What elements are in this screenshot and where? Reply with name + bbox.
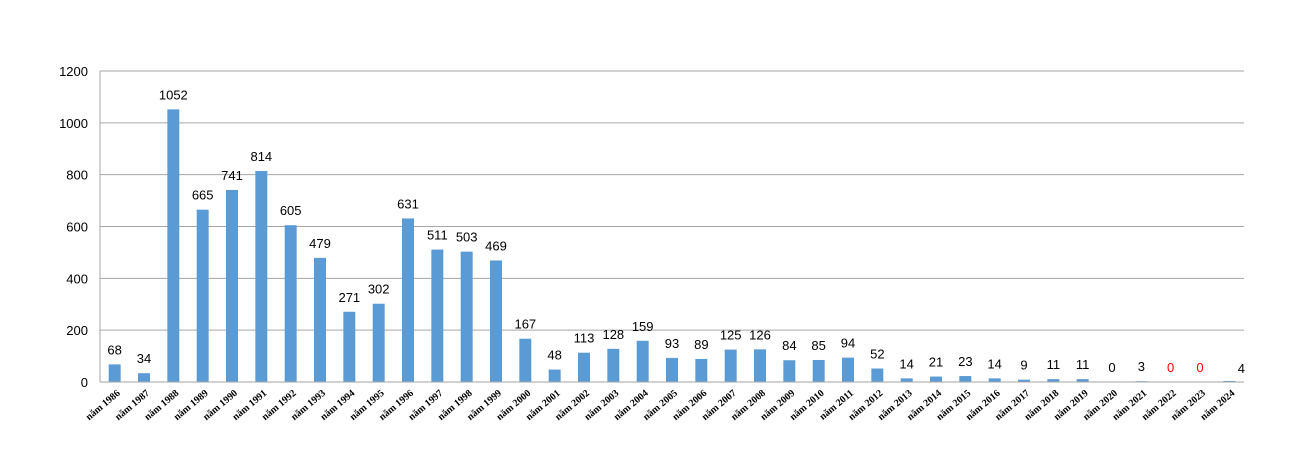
bar bbox=[959, 376, 972, 382]
bar bbox=[636, 340, 649, 382]
bar bbox=[226, 189, 238, 382]
bar bbox=[812, 359, 825, 382]
bar bbox=[842, 357, 854, 382]
bar bbox=[1223, 380, 1236, 382]
data-label: 503 bbox=[456, 230, 478, 245]
data-label: 511 bbox=[427, 228, 448, 243]
data-label: 0 bbox=[1108, 360, 1115, 375]
data-label: 52 bbox=[870, 347, 884, 362]
bar bbox=[754, 349, 766, 382]
bar bbox=[578, 352, 590, 382]
bar bbox=[930, 376, 942, 382]
bar bbox=[871, 368, 884, 382]
bar bbox=[196, 209, 209, 382]
bar bbox=[607, 348, 620, 382]
data-label: 126 bbox=[749, 327, 771, 342]
bar bbox=[343, 311, 356, 382]
data-label: 11 bbox=[1076, 357, 1090, 372]
bar bbox=[519, 338, 532, 382]
data-label: 741 bbox=[221, 168, 243, 183]
data-label: 89 bbox=[694, 337, 708, 352]
data-label: 125 bbox=[720, 328, 742, 343]
bar bbox=[1047, 379, 1060, 382]
bar bbox=[431, 249, 444, 382]
data-label: 9 bbox=[1020, 358, 1027, 373]
data-label: 167 bbox=[514, 317, 536, 332]
y-tick-label: 600 bbox=[66, 220, 88, 235]
data-label: 68 bbox=[107, 342, 121, 357]
bar bbox=[666, 357, 678, 382]
data-label: 128 bbox=[602, 327, 624, 342]
data-label: 34 bbox=[137, 351, 151, 366]
data-label: 479 bbox=[309, 236, 331, 251]
bar bbox=[402, 218, 414, 382]
bar bbox=[490, 260, 502, 382]
y-tick-label: 1000 bbox=[59, 116, 88, 131]
data-label: 3 bbox=[1138, 359, 1145, 374]
data-label: 84 bbox=[782, 338, 796, 353]
data-label: 93 bbox=[665, 336, 679, 351]
data-label: 48 bbox=[547, 348, 561, 363]
bar bbox=[108, 364, 121, 382]
data-label: 0 bbox=[1196, 360, 1203, 375]
data-label: 14 bbox=[899, 356, 913, 371]
data-label: 0 bbox=[1167, 360, 1174, 375]
data-label: 814 bbox=[250, 149, 272, 164]
bar bbox=[372, 303, 385, 382]
data-label: 631 bbox=[397, 196, 419, 211]
data-label: 14 bbox=[987, 356, 1001, 371]
bar bbox=[284, 225, 297, 382]
data-label: 605 bbox=[280, 203, 302, 218]
bar bbox=[167, 109, 180, 383]
bar bbox=[1018, 379, 1030, 382]
bar bbox=[783, 360, 796, 382]
y-tick-label: 1200 bbox=[59, 64, 88, 79]
bar bbox=[900, 378, 913, 382]
bar bbox=[988, 378, 1001, 382]
y-tick-label: 0 bbox=[81, 375, 88, 390]
bar bbox=[1076, 379, 1089, 382]
bar bbox=[255, 171, 268, 382]
data-label: 665 bbox=[192, 188, 214, 203]
y-tick-label: 200 bbox=[66, 323, 88, 338]
data-label: 113 bbox=[574, 331, 595, 346]
data-label: 159 bbox=[632, 319, 654, 334]
bar bbox=[548, 369, 561, 382]
bar bbox=[138, 373, 150, 382]
data-label: 21 bbox=[929, 355, 943, 370]
y-tick-label: 800 bbox=[66, 168, 88, 183]
y-tick-label: 400 bbox=[66, 271, 88, 286]
data-label: 94 bbox=[841, 336, 855, 351]
data-label: 23 bbox=[958, 354, 972, 369]
data-label: 11 bbox=[1047, 357, 1061, 372]
data-label: 302 bbox=[368, 282, 390, 297]
bar bbox=[724, 349, 737, 382]
bar bbox=[314, 257, 326, 382]
data-label: 469 bbox=[485, 238, 507, 253]
data-label: 4 bbox=[1238, 361, 1245, 376]
bar bbox=[695, 358, 708, 382]
data-label: 271 bbox=[338, 290, 360, 305]
bar bbox=[460, 251, 473, 382]
data-label: 1052 bbox=[159, 87, 188, 102]
data-label: 85 bbox=[811, 338, 825, 353]
